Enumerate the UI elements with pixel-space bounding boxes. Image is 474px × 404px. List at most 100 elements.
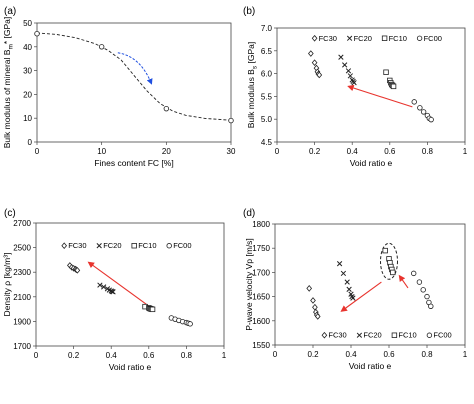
legend-marker [321, 331, 328, 339]
y-axis-label-main: Bulk modulus of mineral B [2, 49, 12, 148]
x-tick-label: 1 [463, 350, 468, 359]
data-point [390, 269, 396, 276]
data-point [228, 117, 234, 124]
y-tick-label: 6.5 [261, 47, 273, 56]
x-axis-label: Void ratio e [109, 362, 152, 372]
x-tick-label: 30 [227, 147, 236, 156]
legend-label: FC10 [389, 34, 407, 43]
chart-panel-4: 0 0.2 0.4 0.6 0.8 1 1550 1600 1650 1700 1750 1800 Vo… [243, 208, 468, 371]
legend-label: FC00 [433, 331, 451, 340]
data-point [110, 289, 116, 295]
legend-marker [131, 243, 137, 249]
y-axis-label: Bulk modulus Bs [GPa] [246, 42, 259, 128]
data-point [310, 297, 316, 304]
chart-panel-3: 0 0.2 0.4 0.6 0.8 1 1700 1900 2100 2300 2500 2700 Vo… [2, 208, 227, 372]
y-tick-label: 1550 [252, 341, 270, 350]
y-tick-label: 1800 [252, 220, 270, 229]
y-tick-label: 50 [23, 19, 32, 28]
data-point [316, 71, 323, 79]
data-point [187, 321, 193, 327]
y-tick-label: 5.0 [261, 115, 273, 124]
legend-marker [96, 243, 102, 249]
x-tick-label: 0.6 [143, 351, 155, 360]
x-tick-label: 0 [275, 147, 280, 156]
y-tick-label: 30 [23, 67, 32, 76]
y-axis-label-tail: * [GPa] [2, 17, 12, 44]
y-tick-label: 1650 [252, 293, 270, 302]
data-point [306, 285, 313, 292]
x-tick-label: 0.2 [68, 351, 80, 360]
legend-label: FC30 [319, 34, 337, 43]
data-point [346, 286, 352, 292]
legend-label: FC30 [328, 331, 346, 340]
y-tick-label: 2700 [13, 219, 31, 228]
chart-panel-1: 0 10 20 30 0 10 20 30 40 50 Fines content FC [%] Bu… [2, 6, 236, 168]
x-tick-label: 0.8 [181, 351, 193, 360]
x-tick-label: 0.4 [347, 147, 359, 156]
data-point [336, 261, 343, 267]
x-tick-label: 0 [273, 350, 278, 359]
trend-arrow-short [398, 274, 409, 289]
legend-marker [426, 332, 433, 338]
data-point [314, 313, 321, 320]
y-tick-label: 5.5 [261, 92, 273, 101]
y-tick-label: 1600 [252, 317, 270, 326]
y-axis-label-sub: s [252, 65, 259, 69]
x-tick-label: 20 [162, 147, 171, 156]
y-tick-label: 7.0 [261, 24, 273, 33]
y-tick-label: 0 [28, 138, 33, 147]
data-point [163, 105, 170, 112]
x-tick-label: 0.8 [422, 147, 434, 156]
panel-label: (c) [4, 208, 16, 219]
x-axis-label: Void ratio e [350, 158, 393, 168]
y-tick-label: 2500 [13, 244, 31, 253]
legend-label: FC10 [138, 241, 156, 250]
y-tick-label: 10 [23, 114, 32, 123]
data-point [416, 279, 423, 285]
data-point [98, 44, 105, 50]
y-tick-label: 2300 [13, 268, 31, 277]
x-axis-label: Void ratio e [349, 361, 392, 371]
legend-marker [381, 35, 388, 41]
x-tick-label: 0 [35, 147, 40, 156]
legend-label: FC20 [354, 34, 372, 43]
legend-marker [346, 35, 353, 41]
data-point [351, 80, 357, 86]
plot-frame [276, 27, 466, 143]
y-tick-label: 6.0 [261, 70, 273, 79]
x-tick-label: 10 [97, 147, 106, 156]
x-tick-label: 0.2 [307, 350, 319, 359]
x-tick-label: 0.4 [106, 351, 118, 360]
panel-label: (a) [4, 6, 16, 17]
data-point [312, 303, 318, 311]
data-point [347, 73, 353, 79]
y-tick-label: 40 [23, 43, 32, 52]
y-tick-label: 4.5 [261, 138, 273, 147]
x-tick-label: 0.4 [345, 350, 357, 359]
legend-marker [416, 35, 423, 41]
data-point [420, 109, 427, 115]
y-tick-label: 1750 [252, 244, 270, 253]
data-point [428, 303, 434, 309]
data-point [342, 62, 348, 68]
data-point [340, 270, 347, 277]
legend-label: FC20 [103, 241, 121, 250]
plot-frame [36, 22, 232, 143]
data-point [390, 83, 397, 90]
legend-marker [391, 332, 398, 338]
chart-panel-2: 0 0.2 0.4 0.6 0.8 1 4.5 5.0 5.5 6.0 6.5 7.0 Void rat… [243, 6, 468, 168]
legend-marker [166, 243, 172, 249]
plot-frame [274, 223, 466, 346]
data-point [350, 295, 356, 301]
y-axis-label: Density ρ [kg/m³] [2, 253, 12, 317]
y-tick-label: 1700 [13, 342, 31, 351]
x-tick-label: 0.6 [384, 147, 396, 156]
data-point [34, 31, 40, 37]
trend-arrow [117, 52, 153, 85]
data-point [382, 247, 388, 254]
data-point [411, 270, 417, 277]
data-point [411, 99, 417, 105]
legend-label: FC30 [68, 241, 86, 250]
data-point [383, 69, 389, 75]
data-point [74, 267, 81, 274]
